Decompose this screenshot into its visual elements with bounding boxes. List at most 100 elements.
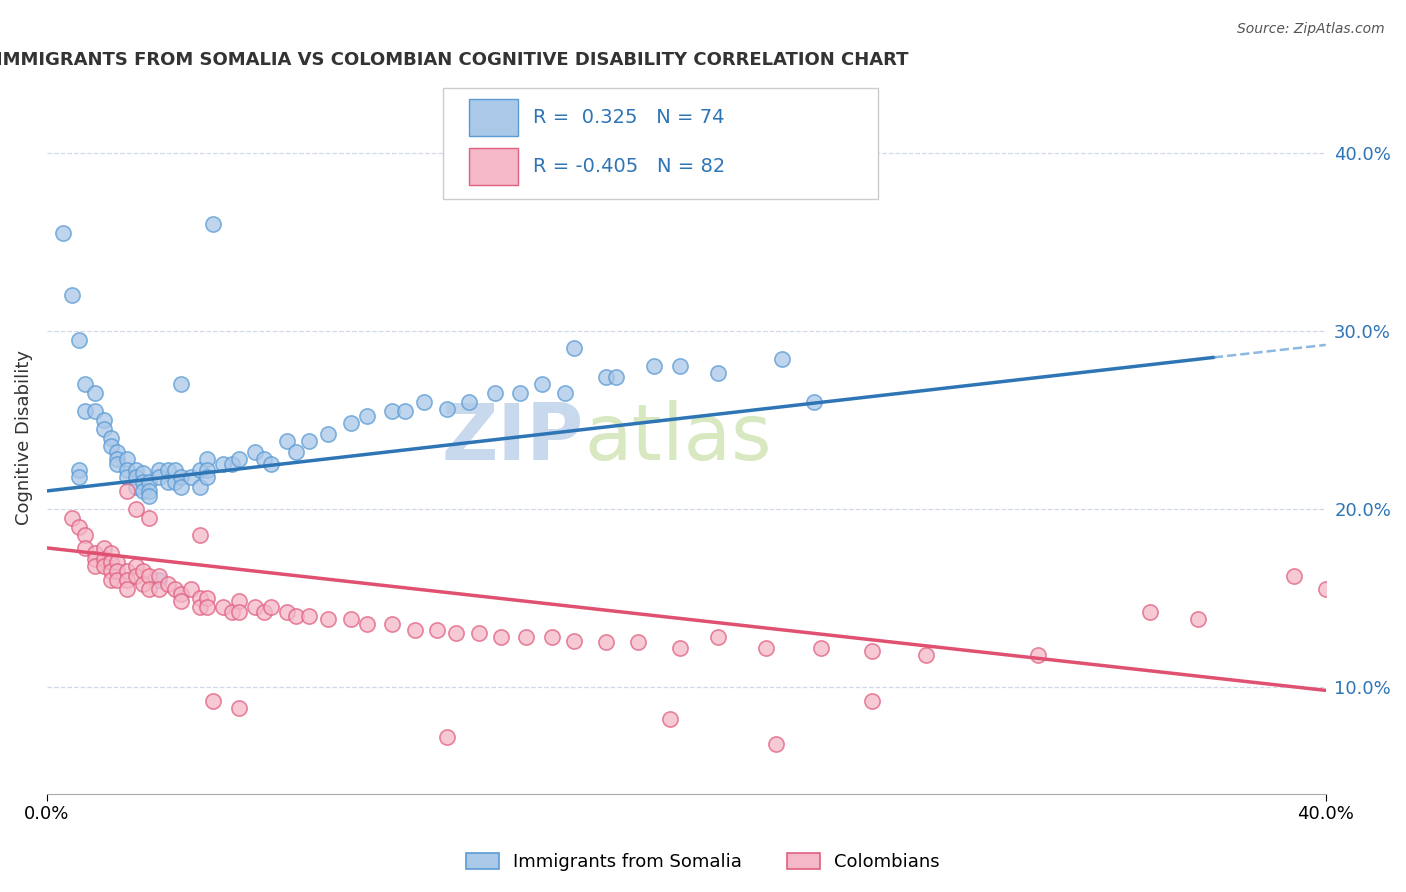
Point (404, 623, 426, 637)
Point (83, 386, 105, 401)
Point (115, 582, 138, 596)
Point (125, 501, 148, 516)
Point (157, 576, 180, 591)
Point (316, 612, 339, 626)
Point (444, 626, 467, 640)
Point (1315, 582, 1337, 596)
Point (243, 599, 266, 614)
Point (860, 644, 883, 658)
Point (83, 546, 105, 560)
Point (138, 489, 160, 503)
Point (276, 605, 298, 619)
Point (564, 342, 586, 356)
Point (180, 582, 202, 596)
Text: ZIP: ZIP (441, 400, 583, 475)
Point (132, 483, 155, 498)
Point (1187, 612, 1209, 626)
Point (52, 226, 75, 240)
Bar (470, 148, 517, 185)
Point (298, 608, 321, 623)
Point (190, 462, 212, 476)
Point (202, 217, 225, 231)
Text: Source: ZipAtlas.com: Source: ZipAtlas.com (1237, 22, 1385, 37)
Point (67, 333, 90, 347)
Text: IMMIGRANTS FROM SOMALIA VS COLOMBIAN COGNITIVE DISABILITY CORRELATION CHART: IMMIGRANTS FROM SOMALIA VS COLOMBIAN COG… (0, 51, 908, 69)
Point (115, 451, 138, 466)
Point (298, 434, 321, 448)
Point (803, 395, 825, 409)
Point (381, 617, 404, 632)
Point (157, 462, 180, 476)
Point (67, 462, 90, 476)
Point (100, 555, 122, 569)
Point (180, 469, 202, 483)
Point (115, 573, 138, 587)
Point (643, 359, 665, 374)
Point (436, 730, 458, 744)
Point (190, 480, 212, 494)
Point (1282, 569, 1305, 583)
Point (276, 434, 298, 448)
Point (75, 528, 97, 542)
Point (132, 576, 155, 591)
Point (221, 457, 243, 471)
Point (531, 377, 554, 392)
Point (190, 528, 212, 542)
Point (541, 630, 564, 644)
Point (125, 469, 148, 483)
Point (595, 370, 617, 384)
Point (125, 480, 148, 494)
Point (115, 462, 138, 476)
Point (669, 640, 692, 655)
Point (1026, 648, 1049, 662)
Point (211, 457, 233, 471)
Point (100, 546, 122, 560)
Point (170, 594, 193, 608)
Text: atlas: atlas (583, 400, 772, 475)
Point (100, 573, 122, 587)
Point (426, 623, 449, 637)
Point (394, 404, 416, 418)
Point (138, 483, 160, 498)
Point (105, 573, 128, 587)
Point (228, 605, 250, 619)
Point (554, 386, 576, 401)
Text: R = -0.405   N = 82: R = -0.405 N = 82 (533, 157, 725, 176)
Point (339, 417, 361, 431)
Point (1139, 605, 1161, 619)
Point (195, 591, 218, 605)
Point (190, 599, 212, 614)
Legend: Immigrants from Somalia, Colombians: Immigrants from Somalia, Colombians (458, 846, 948, 879)
Point (564, 633, 586, 648)
FancyBboxPatch shape (443, 88, 879, 199)
Point (195, 451, 218, 466)
Point (100, 564, 122, 578)
Point (170, 480, 193, 494)
Point (228, 451, 250, 466)
Point (62, 288, 84, 302)
Point (163, 475, 186, 489)
Point (339, 612, 361, 626)
Point (105, 564, 128, 578)
Point (190, 591, 212, 605)
Point (83, 404, 105, 418)
Point (148, 462, 170, 476)
Point (105, 451, 128, 466)
Point (211, 599, 233, 614)
Point (93, 551, 115, 566)
Point (115, 469, 138, 483)
Point (755, 640, 778, 655)
Point (115, 483, 138, 498)
Point (138, 569, 160, 583)
Point (202, 694, 225, 708)
Point (148, 573, 170, 587)
Point (285, 444, 308, 458)
Point (765, 737, 787, 751)
Point (132, 564, 155, 578)
Point (195, 462, 218, 476)
Point (356, 409, 378, 424)
Point (115, 564, 138, 578)
Point (83, 551, 105, 566)
Point (125, 569, 148, 583)
Point (75, 377, 97, 392)
